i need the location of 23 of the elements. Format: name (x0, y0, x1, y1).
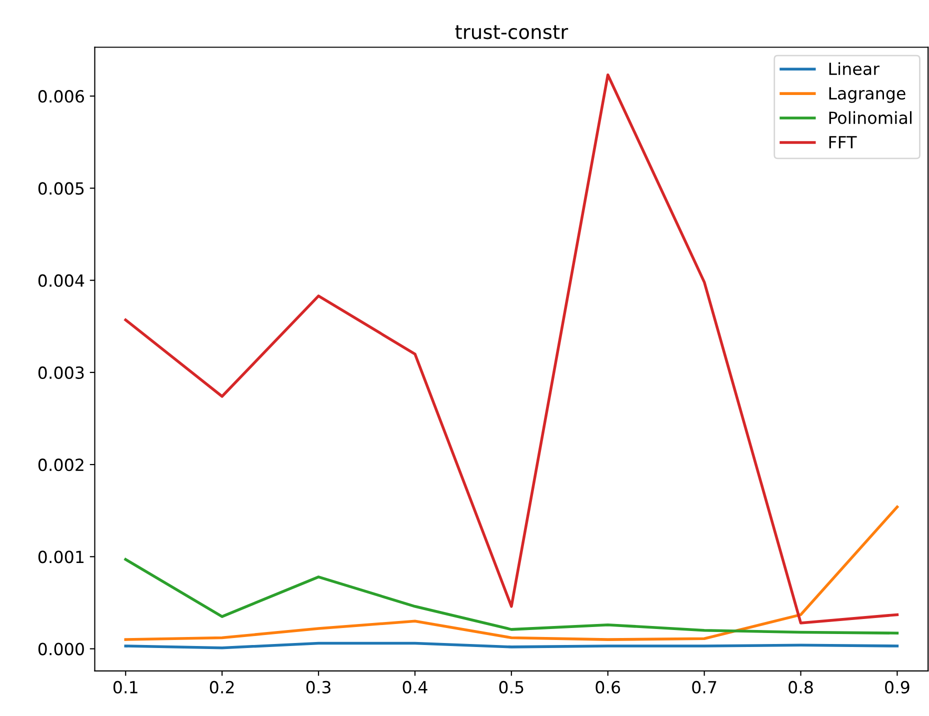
x-tick-label: 0.6 (596, 680, 620, 694)
x-tick-label: 0.9 (885, 680, 910, 694)
y-tick-label: 0.000 (38, 642, 84, 656)
x-tick-label: 0.1 (113, 680, 138, 694)
y-tick-label: 0.003 (38, 366, 84, 379)
y-tick-label: 0.004 (38, 274, 84, 287)
legend-label: Linear (829, 62, 880, 76)
x-tick-label: 0.7 (692, 680, 716, 694)
legend-label: Polinomial (829, 111, 912, 124)
legend-label: FFT (829, 136, 857, 148)
line-series (124, 558, 899, 635)
chart-title: trust-constr (455, 25, 568, 40)
x-tick-label: 0.4 (402, 680, 428, 694)
line-series (124, 506, 899, 641)
y-tick-label: 0.001 (38, 550, 84, 564)
y-tick-label: 0.002 (38, 458, 84, 472)
x-tick-label: 0.3 (306, 680, 330, 694)
x-tick-label: 0.2 (210, 680, 234, 694)
y-tick-label: 0.006 (38, 90, 84, 103)
y-tick-label: 0.005 (38, 182, 84, 195)
legend-label: Lagrange (829, 87, 906, 103)
x-tick-label: 0.5 (499, 680, 524, 694)
x-tick-label: 0.8 (788, 680, 813, 694)
